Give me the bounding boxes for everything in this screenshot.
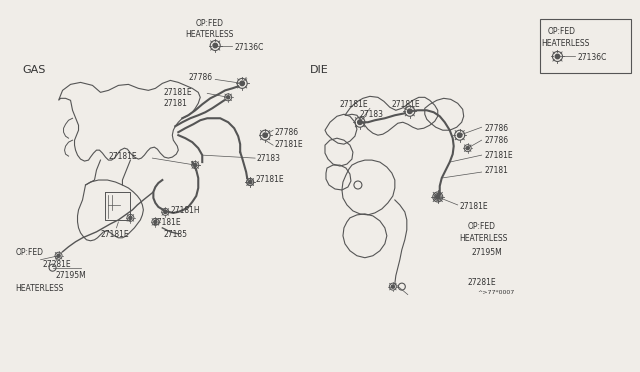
Text: 27195M: 27195M [472,248,502,257]
Circle shape [263,133,268,137]
Text: 27181: 27181 [484,166,509,175]
Text: 27181E: 27181E [152,218,181,227]
Text: OP:FED: OP:FED [468,222,495,231]
Text: 27183: 27183 [360,110,384,119]
Circle shape [213,43,218,48]
Text: 27181E: 27181E [100,230,129,239]
Text: 27181H: 27181H [170,206,200,215]
Circle shape [240,81,244,86]
Circle shape [194,164,197,167]
Circle shape [129,216,132,219]
Text: 27181E: 27181E [255,175,284,184]
Circle shape [227,96,230,99]
Text: 27185: 27185 [163,230,188,239]
Circle shape [154,220,157,224]
Text: 27183: 27183 [256,154,280,163]
Text: 27136C: 27136C [234,42,264,52]
Text: ^>77*0007: ^>77*0007 [477,290,515,295]
Text: 27181E: 27181E [484,151,513,160]
Circle shape [391,285,394,288]
Circle shape [248,180,252,184]
Text: 27786: 27786 [188,73,212,83]
Text: 27786: 27786 [484,124,509,133]
Text: OP:FED: OP:FED [15,248,44,257]
Text: 27786: 27786 [484,136,509,145]
Circle shape [164,210,167,214]
Text: HEATERLESS: HEATERLESS [186,30,234,39]
Text: 27786: 27786 [274,128,298,137]
Text: OP:FED: OP:FED [547,26,575,36]
Text: GAS: GAS [22,65,46,76]
Text: 27181E: 27181E [274,140,303,149]
Text: HEATERLESS: HEATERLESS [541,39,590,48]
Circle shape [358,120,362,125]
Text: 27181E: 27181E [163,89,192,97]
Text: 27181: 27181 [163,99,188,108]
Text: HEATERLESS: HEATERLESS [460,234,508,243]
Text: 27281E: 27281E [468,278,496,287]
Text: 27181E: 27181E [108,152,137,161]
Text: 27181E: 27181E [460,202,488,211]
Circle shape [248,180,252,184]
Text: 27136C: 27136C [577,54,607,62]
Circle shape [458,133,462,137]
Text: HEATERLESS: HEATERLESS [15,283,64,293]
Circle shape [556,54,560,59]
Circle shape [466,147,469,150]
Circle shape [408,109,412,113]
Text: DIE: DIE [310,65,329,76]
Text: 27281E: 27281E [43,260,71,269]
Text: 27195M: 27195M [56,271,86,280]
Text: 27181E: 27181E [392,100,420,109]
Circle shape [57,254,60,257]
Text: OP:FED: OP:FED [195,19,223,28]
Bar [540,19,631,73]
Circle shape [436,195,439,199]
Circle shape [435,195,440,199]
Text: 27181E: 27181E [340,100,369,109]
